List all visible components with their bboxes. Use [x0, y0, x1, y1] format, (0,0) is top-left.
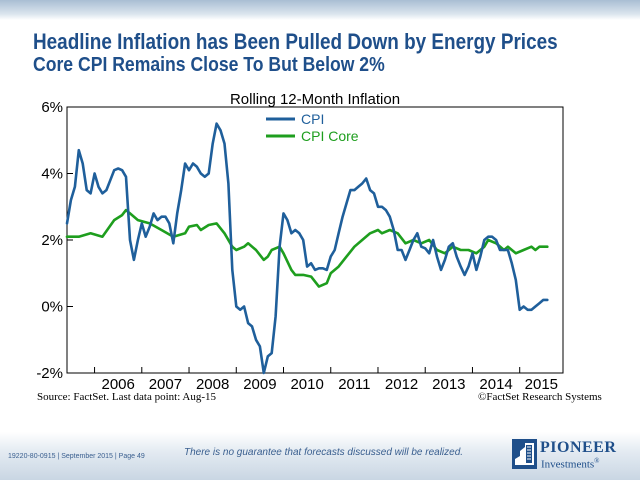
copyright-note: ©FactSet Research Systems — [478, 391, 602, 403]
y-tick-label: -2% — [36, 365, 63, 382]
logo-wordmark: PIONEER — [540, 439, 617, 456]
pioneer-logo: PIONEER Investments® — [512, 438, 630, 472]
x-tick-label: 2008 — [196, 376, 229, 393]
x-tick-label: 2009 — [243, 376, 276, 393]
axis-ticks: 6% 4% 2% 0% -2% 2006 2007 2008 2009 2010 2011 2012 2… — [36, 99, 558, 393]
x-tick-label: 2013 — [432, 376, 465, 393]
slide-headline: Headline Inflation has Been Pulled Down … — [33, 29, 558, 54]
x-tick-label: 2010 — [290, 376, 323, 393]
y-tick-label: 0% — [41, 299, 63, 316]
x-tick-label: 2012 — [385, 376, 418, 393]
x-tick-label: 2015 — [525, 376, 558, 393]
pioneer-mark-icon — [512, 439, 537, 469]
series-line-cpi-core — [65, 208, 549, 288]
top-band — [0, 0, 640, 20]
x-tick-label: 2006 — [101, 376, 134, 393]
chart-title: Rolling 12-Month Inflation — [230, 91, 400, 108]
footer-reference: 19220-80-0915 | September 2015 | Page 49 — [8, 453, 145, 460]
series-line-cpi — [65, 122, 549, 375]
disclaimer: There is no guarantee that forecasts dis… — [184, 447, 464, 458]
series-lines — [65, 122, 549, 375]
source-note: Source: FactSet. Last data point: Aug-15 — [37, 391, 217, 403]
y-tick-label: 6% — [41, 99, 63, 116]
x-tick-label: 2014 — [479, 376, 512, 393]
x-tick-label: 2011 — [338, 376, 370, 393]
logo-subtitle: Investments® — [541, 457, 600, 471]
y-tick-label: 4% — [41, 166, 63, 183]
legend-label: CPI — [301, 111, 324, 127]
slide-subhead: Core CPI Remains Close To But Below 2% — [33, 54, 385, 76]
legend-label: CPI Core — [301, 128, 359, 144]
x-tick-label: 2007 — [149, 376, 182, 393]
y-tick-label: 2% — [41, 232, 63, 249]
